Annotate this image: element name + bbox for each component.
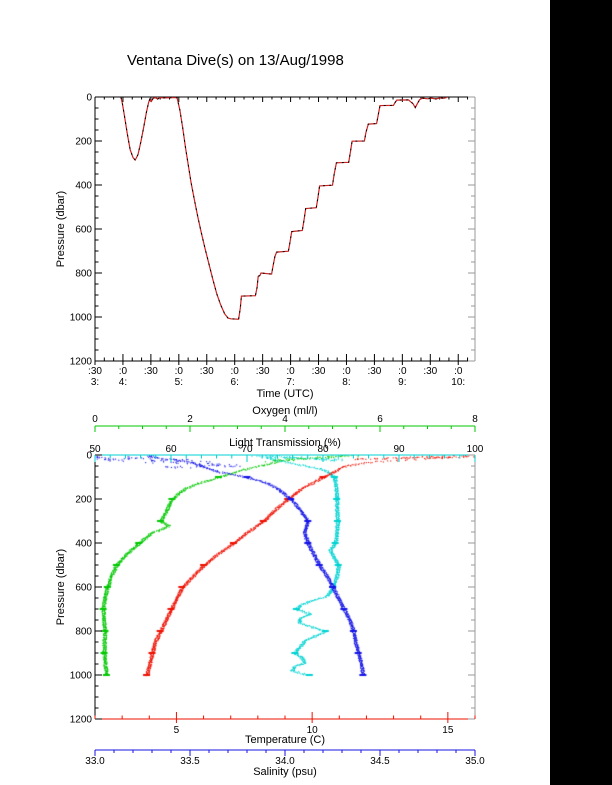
pressure-tick-label: 200 xyxy=(75,495,92,506)
pressure-tick-label: 1000 xyxy=(70,313,93,324)
light-tick-label: 90 xyxy=(393,444,405,455)
temperature-tick-label: 10 xyxy=(307,725,319,736)
time-minute-label: :30 xyxy=(367,366,381,377)
dive-profile-markers xyxy=(120,96,448,320)
oxygen-tick-label: 2 xyxy=(187,414,193,425)
salinity-tick-label: 34.5 xyxy=(370,756,390,767)
time-hour-label: 9: xyxy=(398,377,406,388)
time-minute-label: :0 xyxy=(398,366,407,377)
time-minute-label: :0 xyxy=(175,366,184,377)
pressure-tick-label: 600 xyxy=(75,583,92,594)
time-minute-label: :0 xyxy=(454,366,463,377)
pressure-tick-label: 0 xyxy=(86,93,92,104)
salinity-tick-label: 35.0 xyxy=(465,756,485,767)
time-minute-label: :30 xyxy=(312,366,326,377)
pressure-tick-label: 1200 xyxy=(70,357,93,368)
time-minute-label: :0 xyxy=(342,366,351,377)
light-tick-label: 70 xyxy=(241,444,253,455)
time-hour-label: 5: xyxy=(175,377,183,388)
time-axis-label: Time (UTC) xyxy=(256,388,313,400)
time-minute-label: :0 xyxy=(231,366,240,377)
time-hour-label: 3: xyxy=(91,377,99,388)
pressure-tick-label: 0 xyxy=(86,451,92,462)
time-minute-label: :30 xyxy=(200,366,214,377)
time-hour-label: 10: xyxy=(451,377,465,388)
pressure-tick-label: 200 xyxy=(75,137,92,148)
salinity-tick-label: 34.0 xyxy=(275,756,295,767)
time-hour-label: 7: xyxy=(286,377,294,388)
pressure-tick-label: 600 xyxy=(75,225,92,236)
temperature-tick-label: 15 xyxy=(442,725,454,736)
chart-title: Ventana Dive(s) on 13/Aug/1998 xyxy=(127,52,344,69)
time-minute-label: :30 xyxy=(88,366,102,377)
pressure-tick-label: 800 xyxy=(75,627,92,638)
salinity-tick-label: 33.0 xyxy=(85,756,105,767)
oxygen-tick-label: 0 xyxy=(92,414,98,425)
time-minute-label: :0 xyxy=(286,366,295,377)
light-tick-label: 80 xyxy=(317,444,329,455)
light-tick-label: 50 xyxy=(89,444,101,455)
right-black-bar xyxy=(550,0,612,785)
time-minute-label: :30 xyxy=(144,366,158,377)
oxygen-axis-label: Oxygen (ml/l) xyxy=(252,405,317,417)
time-hour-label: 6: xyxy=(231,377,239,388)
salinity-axis-label: Salinity (psu) xyxy=(253,766,317,778)
temperature-axis-label: Temperature (C) xyxy=(245,734,325,746)
light-transmission-axis-label: Light Transmission (%) xyxy=(229,437,341,449)
generated-axes-and-curve: 020040060080010001200:303::04::30:05::30… xyxy=(70,93,485,768)
salinity-tick-label: 33.5 xyxy=(180,756,200,767)
light-tick-label: 100 xyxy=(467,444,484,455)
time-hour-label: 4: xyxy=(119,377,127,388)
oxygen-tick-label: 4 xyxy=(282,414,288,425)
light-tick-label: 60 xyxy=(165,444,177,455)
time-minute-label: :30 xyxy=(256,366,270,377)
oxygen-tick-label: 6 xyxy=(377,414,383,425)
time-hour-label: 8: xyxy=(342,377,350,388)
pressure-tick-label: 1200 xyxy=(70,715,93,726)
pressure-tick-label: 400 xyxy=(75,181,92,192)
temperature-tick-label: 5 xyxy=(174,725,180,736)
oxygen-tick-label: 8 xyxy=(472,414,478,425)
pressure-tick-label: 800 xyxy=(75,269,92,280)
time-minute-label: :30 xyxy=(423,366,437,377)
dive-profile-curve xyxy=(120,96,448,320)
pressure-axis-label-top-plot: Pressure (dbar) xyxy=(55,191,67,267)
pressure-tick-label: 1000 xyxy=(70,671,93,682)
pressure-axis-label-bottom-plot: Pressure (dbar) xyxy=(55,549,67,625)
time-minute-label: :0 xyxy=(119,366,128,377)
pressure-tick-label: 400 xyxy=(75,539,92,550)
